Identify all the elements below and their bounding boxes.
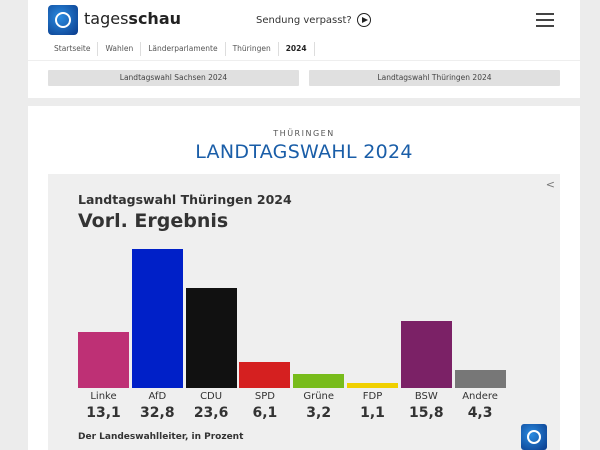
link-thueringen-2024[interactable]: Landtagswahl Thüringen 2024 <box>309 70 560 86</box>
tagesschau-logo-icon[interactable] <box>48 5 78 35</box>
bar-bsw <box>400 321 452 388</box>
breadcrumb-startseite[interactable]: Startseite <box>48 42 99 56</box>
party-label: SPD <box>254 391 275 402</box>
party-value: 32,8 <box>140 405 175 421</box>
bar-spd <box>239 362 291 388</box>
kicker: THÜRINGEN <box>273 129 335 138</box>
party-label: Grüne <box>303 391 335 402</box>
breadcrumb-thueringen[interactable]: Thüringen <box>226 42 279 56</box>
bar-fdp <box>347 383 398 388</box>
party-label: AfD <box>148 391 167 402</box>
brand-bold: schau <box>128 9 182 28</box>
party-label: FDP <box>362 391 383 402</box>
party-label: Linke <box>90 391 117 402</box>
chart-source: Der Landeswahlleiter, in Prozent <box>78 432 244 442</box>
breadcrumb: Startseite Wahlen Länderparlamente Thüri… <box>48 42 315 56</box>
party-value: 6,1 <box>252 405 278 421</box>
party-value: 3,2 <box>306 405 332 421</box>
party-label: Andere <box>462 391 498 402</box>
tagesschau-logo-icon <box>521 424 547 450</box>
play-icon <box>356 13 371 27</box>
chart-subtitle: Vorl. Ergebnis <box>78 210 229 232</box>
party-value: 23,6 <box>193 405 229 421</box>
breadcrumb-laenderparlamente[interactable]: Länderparlamente <box>141 42 226 56</box>
breadcrumb-wahlen[interactable]: Wahlen <box>98 42 142 56</box>
party-label: CDU <box>200 391 223 402</box>
bar-afd <box>131 248 183 388</box>
hamburger-menu-icon[interactable] <box>536 13 554 31</box>
share-icon[interactable]: < <box>545 178 555 191</box>
sendung-verpasst-link[interactable]: Sendung verpasst? <box>256 13 371 27</box>
header: tagesschau Sendung verpasst? Startseite … <box>28 0 580 98</box>
party-label: BSW <box>414 391 438 402</box>
breadcrumb-2024[interactable]: 2024 <box>279 42 315 56</box>
bar-grüne <box>293 374 345 388</box>
page-title: LANDTAGSWAHL 2024 <box>195 141 413 163</box>
main-content: THÜRINGEN LANDTAGSWAHL 2024 < Landtagswa… <box>28 106 580 450</box>
party-value: 13,1 <box>86 405 121 421</box>
bar-andere <box>454 369 506 388</box>
result-chart: < Landtagswahl Thüringen 2024 Vorl. Erge… <box>48 174 560 450</box>
brand-light: tages <box>84 9 129 28</box>
party-value: 15,8 <box>409 405 444 421</box>
chart-title: Landtagswahl Thüringen 2024 <box>78 192 292 207</box>
link-sachsen-2024[interactable]: Landtagswahl Sachsen 2024 <box>48 70 299 86</box>
party-value: 4,3 <box>467 405 493 421</box>
divider <box>28 60 580 61</box>
bar-cdu <box>185 287 237 388</box>
party-value: 1,1 <box>360 405 385 421</box>
bar-linke <box>78 332 129 388</box>
missed-label: Sendung verpasst? <box>256 14 352 26</box>
brand-name[interactable]: tagesschau <box>84 9 181 28</box>
